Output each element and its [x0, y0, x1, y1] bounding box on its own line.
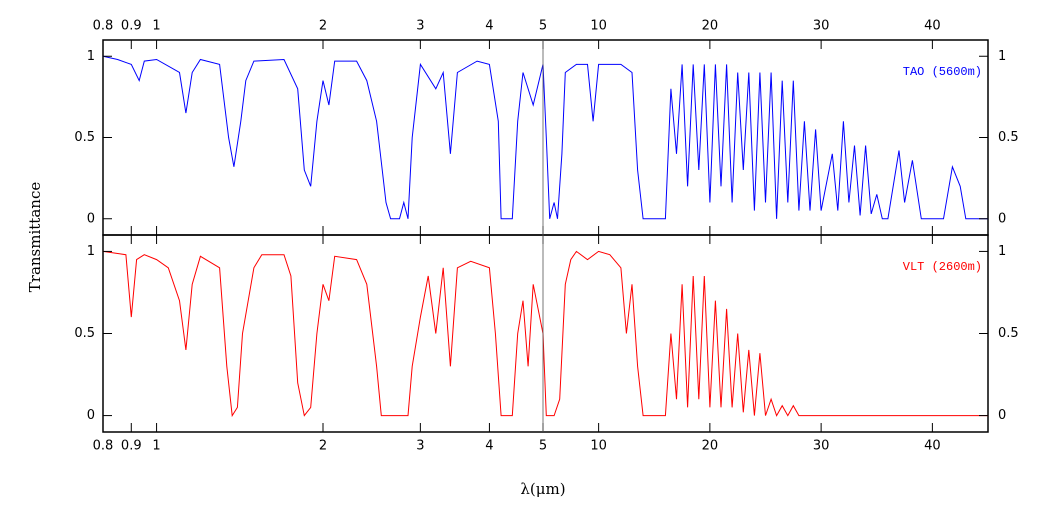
x-tick-label: 2 [319, 439, 327, 454]
y-tick-label: 0.5 [998, 326, 1019, 341]
y-tick-label: 0.5 [74, 130, 95, 145]
y-tick-label: 0 [998, 408, 1006, 423]
legend-label: TAO (5600m) [903, 65, 982, 79]
panel-frame [102, 39, 989, 236]
x-axis-label: λ(μm) [520, 480, 565, 498]
y-axis-label: Transmittance [26, 182, 44, 293]
x-tick-label: 20 [702, 439, 719, 454]
x-tick-label: 3 [416, 19, 424, 34]
x-tick-label: 5 [539, 19, 547, 34]
x-tick-label: 10 [590, 439, 607, 454]
spectrum-line [102, 55, 988, 220]
x-tick-label: 4 [485, 19, 493, 34]
y-tick-label: 1 [998, 49, 1006, 64]
legend-label: VLT (2600m) [903, 260, 982, 274]
x-tick-label: 3 [416, 439, 424, 454]
x-tick-label: 0.9 [121, 19, 142, 34]
x-tick-label: 20 [702, 19, 719, 34]
x-tick-label: 40 [924, 439, 941, 454]
x-tick-label: 30 [813, 439, 830, 454]
x-tick-label: 0.8 [93, 19, 114, 34]
x-tick-label: 0.8 [93, 439, 114, 454]
y-tick-label: 0 [87, 211, 95, 226]
y-tick-label: 1 [998, 244, 1006, 259]
y-tick-label: 1 [87, 49, 95, 64]
x-tick-label: 1 [152, 19, 160, 34]
y-tick-label: 0.5 [998, 130, 1019, 145]
x-tick-label: 40 [924, 19, 941, 34]
spectrum-line [102, 250, 988, 418]
x-tick-label: 0.9 [121, 439, 142, 454]
x-tick-label: 2 [319, 19, 327, 34]
x-tick-label: 1 [152, 439, 160, 454]
y-tick-label: 0.5 [74, 326, 95, 341]
x-tick-label: 10 [590, 19, 607, 34]
y-tick-label: 1 [87, 244, 95, 259]
x-tick-label: 5 [539, 439, 547, 454]
y-tick-label: 0 [998, 211, 1006, 226]
x-tick-label: 4 [485, 439, 493, 454]
y-tick-label: 0 [87, 408, 95, 423]
x-tick-label: 30 [813, 19, 830, 34]
